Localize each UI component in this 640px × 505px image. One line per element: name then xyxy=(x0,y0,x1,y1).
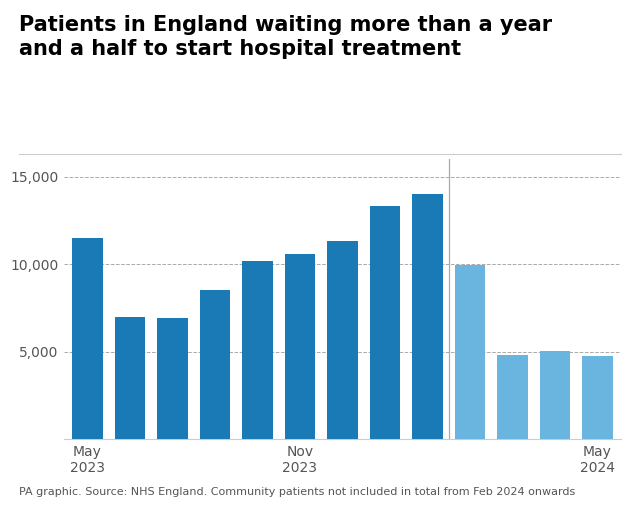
Bar xyxy=(582,356,612,439)
Bar xyxy=(454,265,485,439)
Bar xyxy=(200,289,230,439)
Bar xyxy=(242,261,273,439)
Bar xyxy=(327,240,358,439)
Bar xyxy=(540,351,570,439)
Bar xyxy=(285,254,315,439)
Bar xyxy=(497,356,528,439)
Text: Patients in England waiting more than a year
and a half to start hospital treatm: Patients in England waiting more than a … xyxy=(19,15,552,59)
Bar xyxy=(72,238,102,439)
Bar xyxy=(115,317,145,439)
Bar xyxy=(157,318,188,439)
Text: PA graphic. Source: NHS England. Community patients not included in total from F: PA graphic. Source: NHS England. Communi… xyxy=(19,487,575,497)
Bar xyxy=(370,207,400,439)
Bar xyxy=(412,194,443,439)
